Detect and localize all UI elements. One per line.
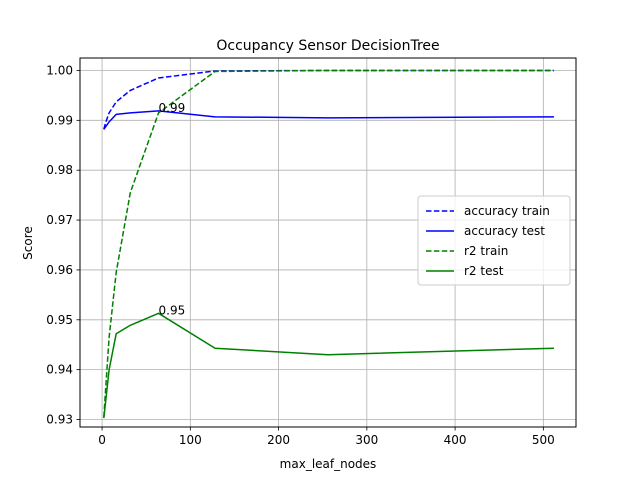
y-tick-label: 0.99 [46, 113, 73, 127]
x-tick-label: 100 [179, 433, 202, 447]
annotations: 0.99 0.95 [159, 101, 186, 317]
series-line-0 [103, 69, 554, 130]
x-tick-label: 400 [444, 433, 467, 447]
chart-title: Occupancy Sensor DecisionTree [216, 38, 439, 54]
x-tick-label: 300 [355, 433, 378, 447]
legend: accuracy train accuracy test r2 train r2 te… [417, 195, 571, 286]
series-line-3 [103, 312, 554, 419]
y-tick-label: 0.94 [46, 363, 73, 377]
plot-area-frame [79, 57, 577, 428]
x-tick-label: 0 [98, 433, 106, 447]
y-tick-label: 0.93 [46, 413, 73, 427]
annotation-label: 0.95 [159, 303, 186, 317]
legend-box [417, 195, 571, 286]
series-line-1 [103, 110, 554, 130]
legend-label: r2 train [464, 244, 508, 258]
y-tick-label: 0.95 [46, 313, 73, 327]
series-line-2 [103, 69, 554, 418]
axis-ticks: 0 100 200 300 400 500 0.93 0.94 0.95 0.96 0.97 0.98… [46, 63, 555, 447]
y-tick-label: 0.97 [46, 213, 73, 227]
legend-label: accuracy train [464, 204, 550, 218]
x-axis-label: max_leaf_nodes [280, 457, 377, 471]
x-tick-label: 200 [267, 433, 290, 447]
y-tick-label: 1.00 [46, 63, 73, 77]
y-tick-label: 0.98 [46, 163, 73, 177]
legend-label: r2 test [464, 264, 504, 278]
y-tick-label: 0.96 [46, 263, 73, 277]
annotation-label: 0.99 [159, 101, 186, 115]
y-axis-label: Score [21, 226, 35, 260]
legend-label: accuracy test [464, 224, 545, 238]
x-tick-label: 500 [532, 433, 555, 447]
series-lines [103, 69, 554, 419]
